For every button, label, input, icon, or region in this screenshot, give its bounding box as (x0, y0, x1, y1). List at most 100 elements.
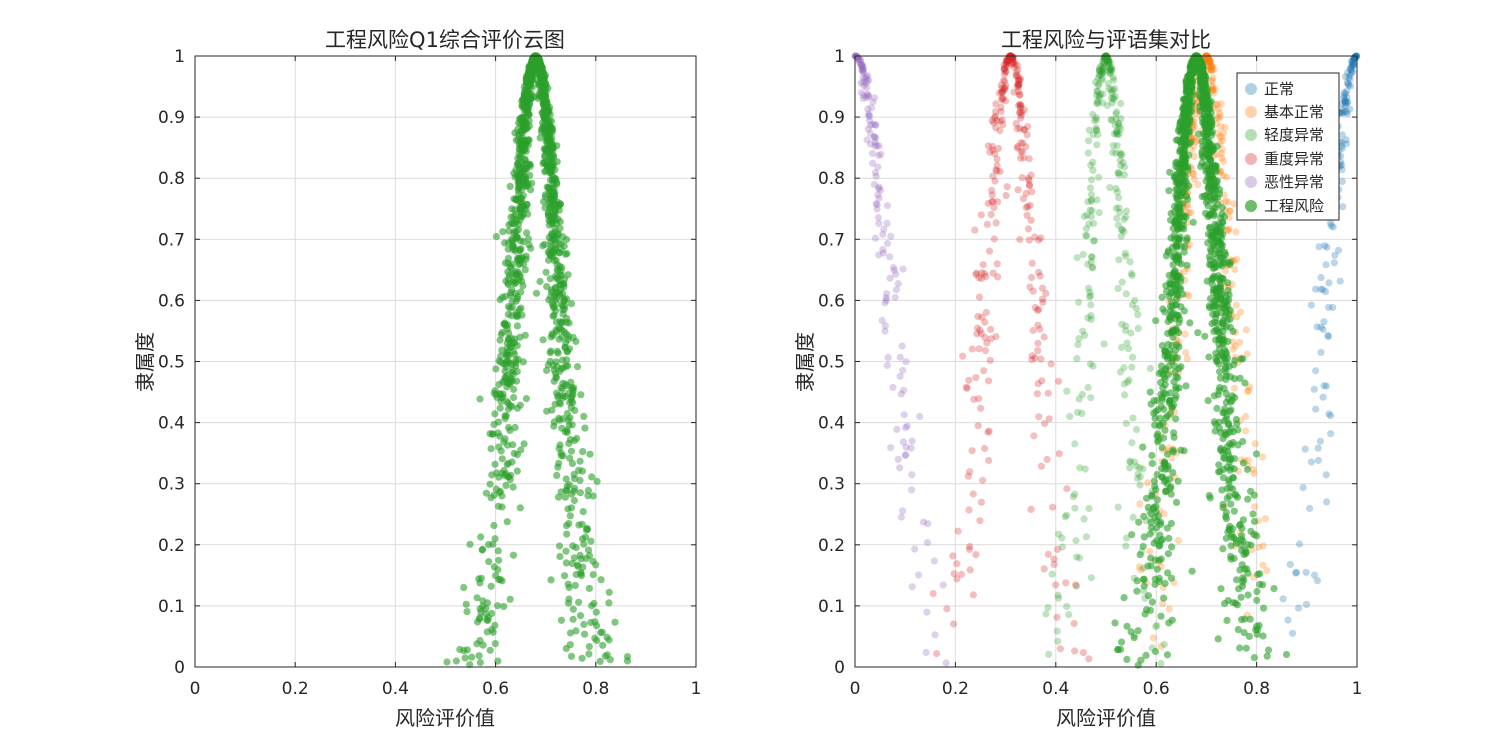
data-point (504, 245, 512, 253)
data-point (1190, 175, 1198, 183)
data-point (1347, 66, 1356, 74)
data-point (1110, 76, 1118, 84)
data-point (1027, 216, 1035, 224)
data-point (864, 125, 872, 133)
data-point (1120, 228, 1128, 236)
data-point (994, 273, 1002, 281)
data-point (886, 274, 894, 282)
data-point (507, 264, 515, 272)
data-point (1144, 592, 1152, 600)
data-point (1213, 182, 1221, 190)
data-point (1136, 464, 1144, 472)
data-point (1346, 82, 1355, 90)
data-point (975, 274, 983, 282)
data-point (1247, 487, 1255, 495)
data-point (858, 62, 866, 70)
data-point (1180, 268, 1188, 276)
data-point (473, 594, 481, 602)
data-point (488, 609, 496, 618)
data-point (1099, 67, 1107, 76)
x-tick-label: 0.4 (382, 679, 409, 699)
data-point (1133, 474, 1142, 483)
data-point (502, 470, 510, 478)
data-point (881, 299, 889, 307)
data-point (1055, 530, 1063, 538)
data-point (1174, 222, 1182, 230)
data-point (1149, 634, 1157, 642)
data-point (1004, 57, 1013, 65)
y-tick-label: 0.3 (158, 475, 185, 495)
data-point (1159, 473, 1167, 481)
data-point (1212, 263, 1220, 271)
data-point (503, 441, 512, 449)
data-point (1228, 531, 1236, 539)
data-point (546, 275, 554, 283)
data-point (1198, 137, 1206, 145)
data-point (1016, 90, 1024, 98)
data-point (1163, 524, 1171, 532)
data-point (1341, 108, 1349, 116)
data-point (1230, 507, 1238, 515)
data-point (908, 471, 916, 479)
data-point (1212, 326, 1220, 334)
data-point (534, 77, 543, 85)
data-point (489, 628, 497, 636)
data-point (513, 404, 522, 412)
data-point (1065, 611, 1073, 619)
data-point (1089, 158, 1097, 166)
data-point (1310, 385, 1318, 393)
data-point (975, 395, 983, 403)
data-point (1192, 137, 1200, 145)
data-point (1126, 258, 1134, 266)
data-point (527, 244, 535, 252)
data-point (1105, 85, 1113, 93)
data-point (565, 439, 573, 447)
data-point (908, 583, 916, 591)
data-point (957, 570, 966, 579)
data-point (1070, 619, 1078, 628)
data-point (504, 254, 512, 262)
legend-entry-project-risk: 工程风险 (1245, 197, 1324, 215)
data-point (1199, 105, 1208, 113)
data-point (1028, 188, 1036, 196)
data-point (567, 652, 576, 660)
data-point (505, 329, 513, 337)
data-point (586, 450, 594, 458)
data-point (1206, 494, 1214, 502)
data-point (1243, 465, 1252, 474)
data-point (1132, 425, 1141, 434)
data-point (1013, 82, 1022, 90)
data-point (1008, 56, 1017, 64)
data-point (1176, 121, 1184, 130)
data-point (873, 205, 881, 213)
data-point (494, 547, 502, 555)
data-point (1003, 183, 1011, 191)
data-point (1075, 395, 1083, 403)
data-point (1010, 58, 1018, 66)
data-point (857, 79, 865, 87)
data-point (1106, 65, 1114, 73)
y-tick-label: 0.1 (818, 597, 845, 617)
data-point (1336, 277, 1344, 285)
data-point (1313, 577, 1321, 585)
data-point (1128, 531, 1136, 539)
data-point (1163, 355, 1172, 363)
data-point (1104, 57, 1112, 65)
data-point (1085, 137, 1093, 145)
data-point (1323, 243, 1331, 251)
data-point (1349, 68, 1357, 76)
data-point (1108, 99, 1116, 107)
data-point (1121, 249, 1129, 257)
data-point (981, 333, 989, 342)
data-point (1179, 134, 1187, 142)
data-point (1004, 56, 1012, 64)
data-point (1094, 131, 1102, 139)
data-point (907, 486, 916, 494)
data-point (1344, 69, 1352, 77)
data-point (982, 308, 990, 317)
data-point (1009, 60, 1017, 68)
data-point (899, 366, 907, 374)
data-point (1240, 550, 1248, 559)
data-point (1158, 599, 1166, 608)
data-point (555, 399, 564, 407)
